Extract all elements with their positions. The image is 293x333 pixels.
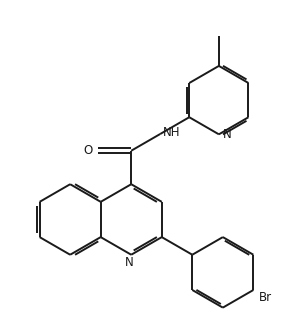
Text: N: N [125,256,134,269]
Text: Br: Br [259,291,272,304]
Text: O: O [83,144,93,157]
Text: NH: NH [163,126,180,139]
Text: N: N [222,128,231,141]
